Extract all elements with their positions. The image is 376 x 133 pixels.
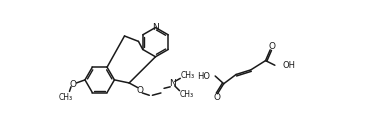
Text: N: N xyxy=(152,23,159,32)
Text: N: N xyxy=(169,79,176,88)
Text: CH₃: CH₃ xyxy=(180,71,194,80)
Text: O: O xyxy=(214,93,221,102)
Text: HO: HO xyxy=(197,72,211,80)
Text: CH₃: CH₃ xyxy=(179,90,194,99)
Text: O: O xyxy=(70,80,77,89)
Text: O: O xyxy=(136,86,144,95)
Text: OH: OH xyxy=(283,61,296,70)
Text: O: O xyxy=(268,42,275,51)
Text: CH₃: CH₃ xyxy=(59,93,73,102)
